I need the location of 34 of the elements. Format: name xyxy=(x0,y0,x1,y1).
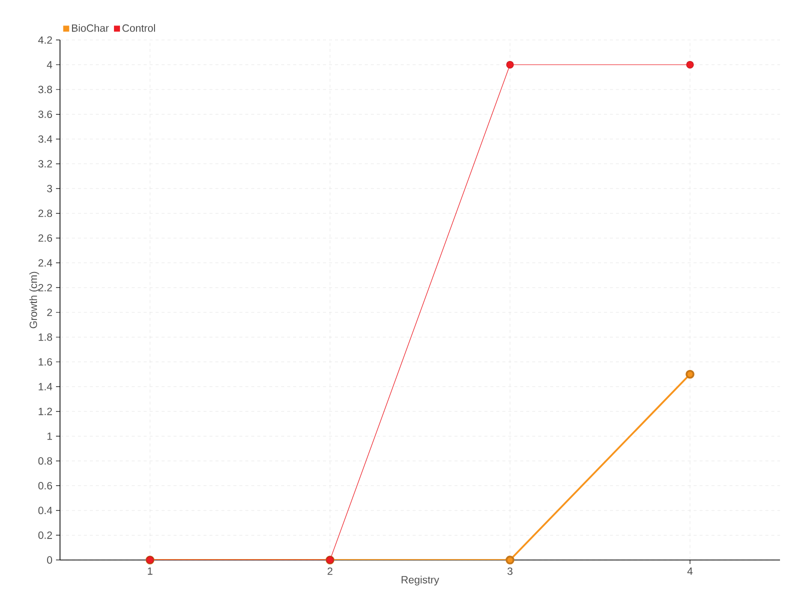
y-tick-label: 1.8 xyxy=(38,333,52,341)
y-tick-label: 1.2 xyxy=(38,408,52,416)
point xyxy=(506,556,514,564)
y-tick-label: 2.2 xyxy=(38,284,52,292)
y-tick-label: 2 xyxy=(47,308,52,316)
point xyxy=(686,370,694,379)
y-tick-label: 0 xyxy=(47,556,52,564)
point xyxy=(686,60,694,69)
y-tick-label: 2.8 xyxy=(38,210,52,218)
x-axis-title: Registry xyxy=(402,576,440,586)
y-tick-label: 0.8 xyxy=(38,457,52,465)
y-tick-label: 3.8 xyxy=(38,86,52,94)
y-tick-label: 1 xyxy=(47,432,52,440)
y-tick-label: 2.6 xyxy=(38,234,52,242)
x-tick-label: 3 xyxy=(507,568,512,575)
x-tick-label: 1 xyxy=(148,568,152,575)
y-tick-label: 0.4 xyxy=(38,506,52,514)
x-tick-label: 4 xyxy=(687,568,693,575)
legend-label: Control xyxy=(122,24,155,32)
y-tick-label: 3.2 xyxy=(38,160,52,168)
y-tick-label: 4 xyxy=(46,61,52,68)
y-tick-label: 4.2 xyxy=(38,36,52,44)
y-tick-label: 0.6 xyxy=(38,482,52,490)
y-tick-label: 1.4 xyxy=(38,383,52,390)
y-tick-label: 1.6 xyxy=(38,358,52,366)
y-tick-label: 0.2 xyxy=(38,532,52,539)
legend-label: BioChar xyxy=(72,24,109,32)
y-tick-label: 2.4 xyxy=(38,259,52,266)
x-tick-label: 2 xyxy=(328,568,332,575)
y-tick-label: 3.6 xyxy=(38,110,52,118)
point xyxy=(506,60,514,69)
y-axis-title: Growth (cm) xyxy=(29,272,40,328)
y-tick-label: 3 xyxy=(47,184,52,192)
y-tick-label: 3.4 xyxy=(38,135,52,143)
